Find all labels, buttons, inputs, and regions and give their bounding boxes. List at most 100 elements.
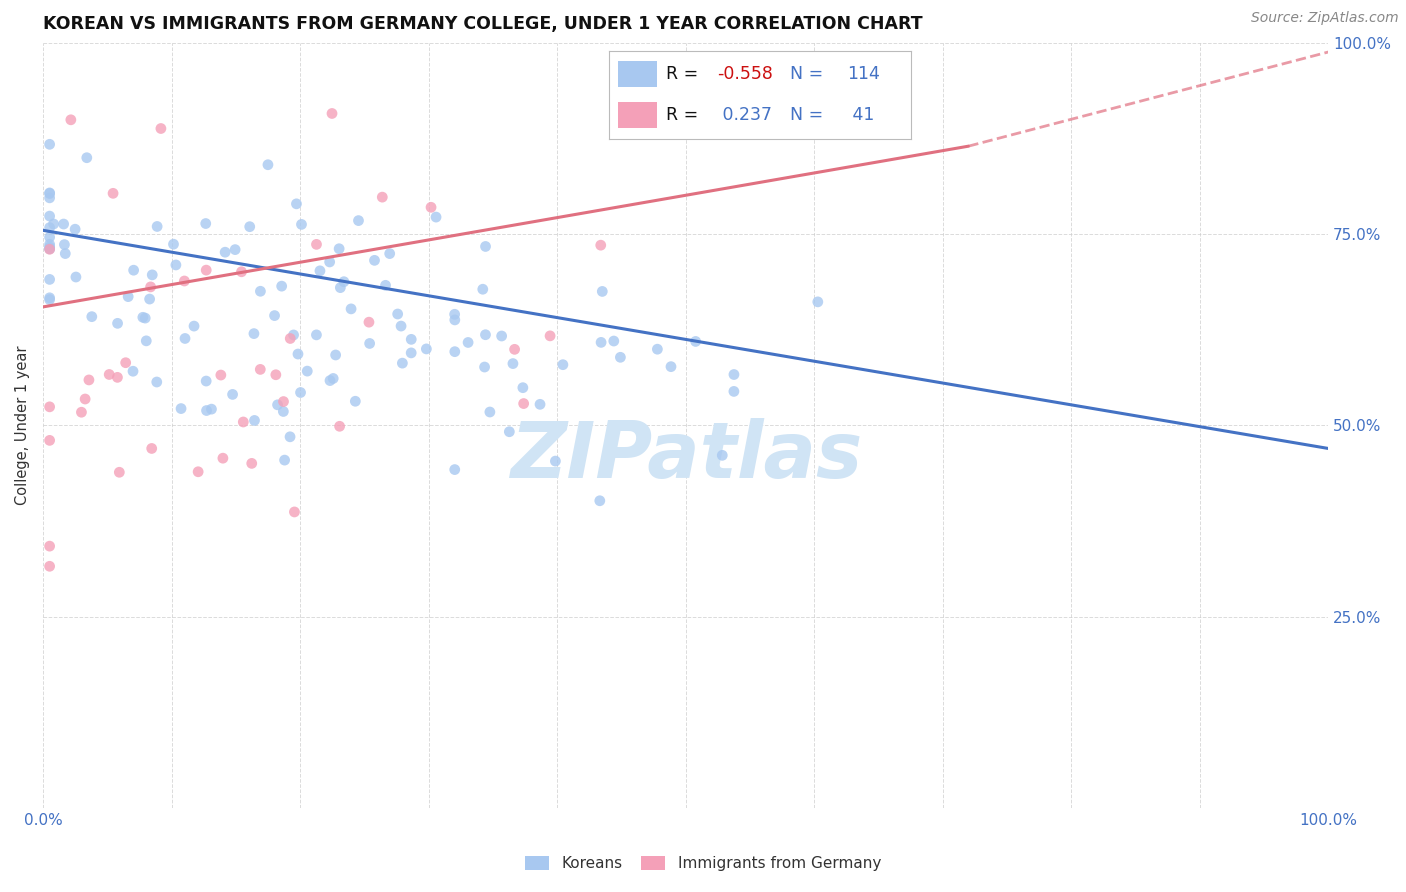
Point: [98, 368, 121, 382]
Point: [114, 356, 136, 370]
Point: [38, 209, 60, 223]
Legend: Koreans, Immigrants from Germany: Koreans, Immigrants from Germany: [519, 850, 887, 877]
Point: [503, 343, 526, 357]
Point: [491, 329, 513, 343]
Point: [38, 559, 60, 574]
Point: [321, 106, 343, 120]
Point: [134, 311, 156, 326]
Point: [38, 240, 60, 254]
Point: [333, 275, 356, 289]
Point: [107, 370, 129, 384]
Point: [214, 245, 236, 260]
Point: [474, 359, 496, 374]
Point: [122, 364, 145, 378]
Point: [38, 400, 60, 414]
Point: [38, 291, 60, 305]
Point: [38, 242, 60, 256]
Point: [415, 342, 437, 356]
Point: [305, 237, 328, 252]
Point: [893, 89, 915, 103]
Point: [80, 310, 103, 324]
Point: [344, 394, 367, 409]
Point: [38, 539, 60, 553]
Point: [63, 222, 86, 236]
Point: [283, 505, 305, 519]
Point: [723, 368, 745, 382]
Y-axis label: College, Under 1 year: College, Under 1 year: [15, 346, 30, 505]
Point: [108, 465, 131, 479]
Text: Source: ZipAtlas.com: Source: ZipAtlas.com: [1251, 11, 1399, 25]
Point: [591, 335, 613, 350]
Text: KOREAN VS IMMIGRANTS FROM GERMANY COLLEGE, UNDER 1 YEAR CORRELATION CHART: KOREAN VS IMMIGRANTS FROM GERMANY COLLEG…: [44, 15, 922, 33]
Point: [138, 292, 160, 306]
Point: [322, 371, 344, 385]
Point: [551, 358, 574, 372]
Point: [263, 309, 285, 323]
Point: [273, 453, 295, 467]
Point: [38, 191, 60, 205]
Point: [443, 313, 465, 327]
Point: [53, 237, 76, 252]
Point: [101, 186, 124, 201]
Point: [264, 368, 287, 382]
Point: [165, 258, 187, 272]
Point: [38, 237, 60, 252]
Point: [512, 381, 534, 395]
Point: [132, 310, 155, 325]
Point: [52, 217, 75, 231]
Point: [122, 263, 145, 277]
Point: [347, 213, 370, 227]
Point: [266, 398, 288, 412]
Point: [273, 394, 295, 409]
Point: [389, 319, 412, 334]
Point: [42, 217, 65, 231]
Point: [38, 186, 60, 201]
Point: [231, 265, 253, 279]
Point: [589, 238, 612, 252]
Point: [309, 264, 332, 278]
Point: [283, 328, 305, 343]
Point: [38, 293, 60, 307]
Point: [273, 404, 295, 418]
Point: [498, 425, 520, 439]
Point: [329, 419, 352, 434]
Point: [76, 151, 98, 165]
Point: [374, 278, 396, 293]
Point: [290, 385, 312, 400]
Point: [318, 255, 340, 269]
Point: [183, 319, 205, 334]
Point: [359, 336, 381, 351]
Point: [209, 368, 232, 382]
Point: [249, 362, 271, 376]
Point: [443, 307, 465, 321]
Point: [38, 434, 60, 448]
Point: [212, 451, 235, 466]
Point: [544, 454, 567, 468]
Point: [297, 364, 319, 378]
Point: [65, 270, 87, 285]
Point: [399, 346, 422, 360]
Point: [59, 112, 82, 127]
Point: [420, 200, 443, 214]
Point: [232, 415, 254, 429]
Point: [371, 190, 394, 204]
Point: [146, 219, 169, 234]
Point: [512, 396, 534, 410]
Point: [328, 242, 350, 256]
Point: [711, 448, 734, 462]
Point: [391, 356, 413, 370]
Point: [443, 344, 465, 359]
Point: [195, 374, 218, 388]
Point: [325, 348, 347, 362]
Point: [141, 442, 163, 456]
Point: [357, 315, 380, 329]
Point: [195, 403, 218, 417]
Point: [340, 301, 363, 316]
Point: [107, 316, 129, 330]
Point: [591, 285, 613, 299]
Point: [38, 242, 60, 256]
Point: [135, 334, 157, 348]
Point: [239, 219, 262, 234]
Point: [474, 327, 496, 342]
Point: [603, 334, 626, 348]
